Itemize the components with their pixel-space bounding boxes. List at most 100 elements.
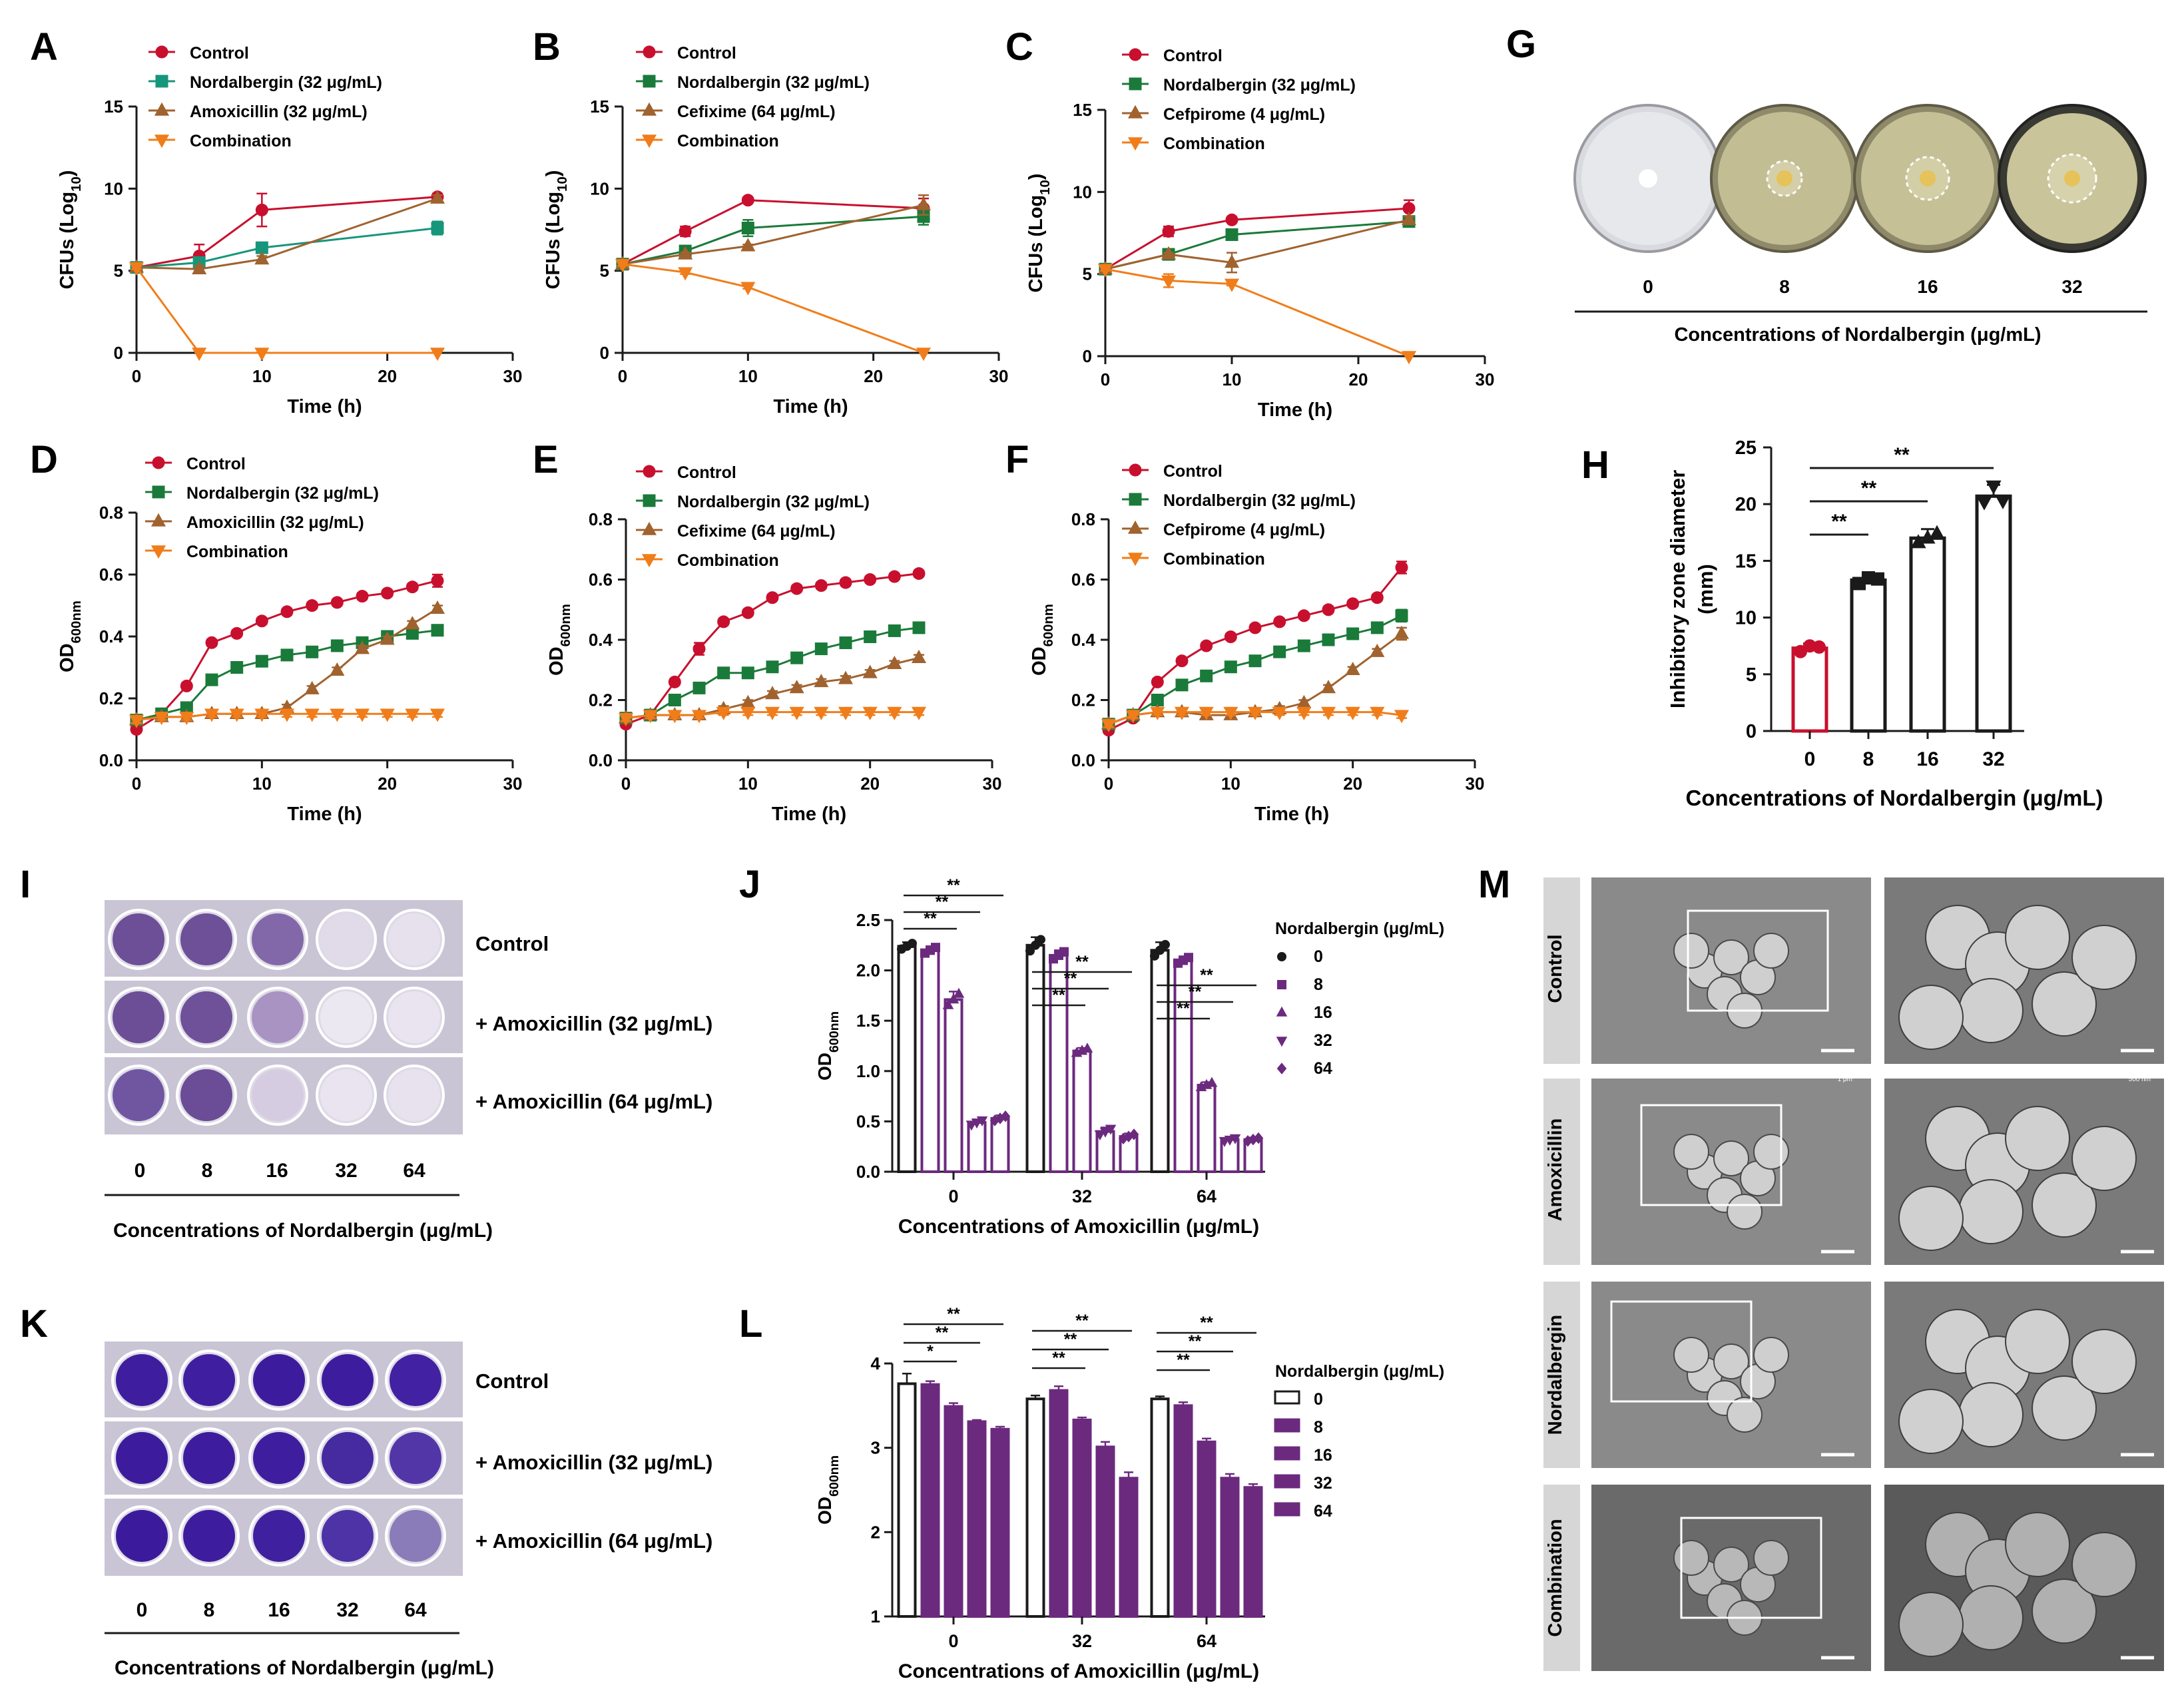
sem-cell: [1753, 1134, 1789, 1170]
y-tick-label: 1: [871, 1606, 880, 1626]
y-axis-label-sub: 600nm: [1041, 604, 1056, 646]
x-tick-label: 0: [1804, 748, 1816, 770]
x-tick-label: 30: [1466, 774, 1485, 794]
sem-cell-zoom: [1958, 1179, 2024, 1244]
series-3: [1101, 706, 1410, 732]
data-point: [1395, 609, 1408, 622]
y-axis-label: CFUs (Log10): [1025, 174, 1053, 293]
y-tick-label: 0: [1083, 346, 1092, 366]
bar: [1150, 1397, 1170, 1618]
data-point: [717, 615, 730, 628]
x-tick-label: 20: [860, 774, 880, 794]
y-axis-label-sub: 600nm: [827, 1455, 842, 1497]
data-point: [1161, 275, 1177, 289]
plate-label-8: 8: [1779, 276, 1790, 297]
x-tick-label: 10: [738, 366, 758, 386]
x-tick-label: 30: [983, 774, 1002, 794]
data-point: [330, 708, 345, 722]
significance-label: **: [1177, 999, 1190, 1018]
chart-e: E 0 10 20 30 0.0 0.2 0.4 0.6 0.8 Time (h) OD600nm Co…: [533, 438, 1001, 825]
data-point: [154, 712, 169, 726]
series-2: [129, 600, 445, 726]
data-point: [179, 712, 194, 726]
y-axis-label-end: ): [1025, 174, 1047, 180]
col-label-i-64: 64: [403, 1160, 425, 1182]
data-point: [1225, 213, 1238, 226]
bar: [1173, 1404, 1193, 1618]
col-label-k-32: 32: [336, 1599, 358, 1621]
data-point: [230, 661, 244, 674]
data-point: [1253, 1132, 1264, 1144]
sem-cell: [1713, 1140, 1749, 1176]
data-point: [354, 640, 370, 654]
x-tick-label: 0: [618, 366, 627, 386]
data-point: [1105, 1124, 1117, 1135]
row-label-i-control: Control: [475, 932, 549, 955]
legend-label: Combination: [677, 132, 779, 150]
legend-swatch: [1274, 1390, 1300, 1405]
significance-label: **: [1177, 1351, 1190, 1369]
data-point: [643, 710, 658, 724]
data-point: [280, 648, 294, 662]
data-point: [1346, 597, 1360, 610]
sem-row-tab: [1543, 1079, 1580, 1265]
data-point: [678, 267, 693, 281]
sem-cell: [1673, 1540, 1709, 1576]
y-tick-label: 0.6: [1071, 570, 1095, 590]
data-point: [976, 1116, 988, 1127]
data-point: [691, 710, 707, 724]
legend-marker: [1129, 77, 1142, 91]
data-point: [814, 706, 829, 720]
plate-label-0: 0: [1643, 276, 1653, 297]
legend-swatch: [1274, 1418, 1300, 1433]
sem-row-tab: [1543, 1282, 1580, 1468]
series-2: [129, 190, 445, 274]
chart-j: J0.00.51.01.52.02.50******32******64****…: [739, 863, 1444, 1238]
data-point: [1151, 675, 1164, 688]
well: [113, 913, 164, 965]
data-point: [911, 706, 927, 720]
y-axis-label-sub: 10: [1038, 180, 1053, 195]
legend-label: 8: [1314, 975, 1323, 994]
data-point: [862, 706, 878, 720]
data-point: [888, 624, 901, 637]
col-label-k-8: 8: [204, 1599, 215, 1621]
y-tick-label: 2: [871, 1522, 880, 1542]
y-axis-label: OD600nm: [814, 1011, 842, 1081]
bar: [990, 1427, 1010, 1618]
well: [322, 1432, 374, 1484]
legend-label: Cefpirome (4 μg/mL): [1163, 105, 1325, 124]
sem-row-label-amoxicillin: Amoxicillin: [1545, 1118, 1566, 1222]
data-point: [405, 616, 420, 630]
sem-cell-zoom: [2005, 1309, 2070, 1374]
y-tick-label: 15: [1073, 100, 1092, 120]
y-tick-label: 0: [600, 343, 609, 363]
data-point: [971, 1118, 983, 1129]
significance-label: **: [1052, 986, 1065, 1005]
data-point: [678, 246, 693, 260]
series-0: [1102, 561, 1408, 737]
sem-cell-zoom: [1898, 1389, 1964, 1454]
y-axis-label-main: OD: [814, 1053, 835, 1081]
data-point: [1155, 945, 1165, 955]
data-point: [1036, 935, 1045, 945]
legend-label: Control: [190, 44, 249, 63]
bar: [1197, 1083, 1217, 1174]
panel-letter-d: D: [30, 438, 58, 481]
significance-label: **: [1200, 966, 1213, 985]
legend-marker: [155, 75, 168, 88]
data-point: [1322, 633, 1335, 646]
sem-cell-zoom: [2005, 905, 2070, 970]
data-point: [1394, 710, 1410, 724]
bar: [1072, 1418, 1092, 1618]
data-point: [1223, 706, 1238, 720]
y-axis-label-sub: 10: [69, 176, 84, 192]
legend-label: Combination: [186, 543, 288, 561]
col-label-i-8: 8: [202, 1160, 213, 1182]
legend-marker: [641, 521, 657, 535]
legend-swatch: [1274, 1474, 1300, 1489]
data-point: [1101, 718, 1117, 732]
